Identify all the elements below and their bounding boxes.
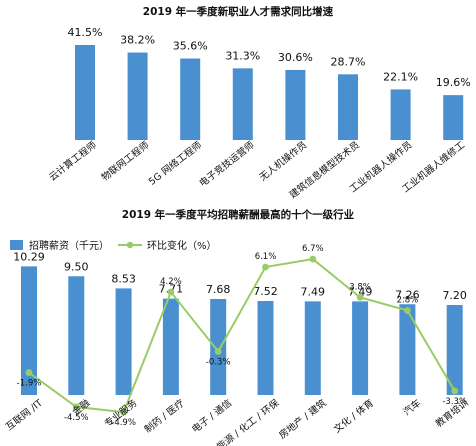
chart2-category-label: 电子 / 通信: [189, 397, 234, 436]
chart2-bar: [21, 266, 37, 395]
chart1-bar-value-label: 22.1%: [383, 70, 418, 83]
chart2-line-value-label: 6.7%: [302, 244, 324, 254]
chart2-line-point: [25, 369, 33, 376]
legend: 招聘薪资（千元） 环比变化（%）: [10, 239, 217, 252]
chart1-bar: [390, 89, 411, 140]
chart2-line-value-label: -3.3%: [442, 397, 467, 407]
chart2-bar-value-label: 7.68: [206, 283, 231, 296]
chart2-line-point: [356, 293, 364, 301]
chart2-bar-value-label: 7.20: [442, 289, 467, 302]
chart2-bar: [162, 298, 179, 395]
chart2-bar: [210, 299, 227, 395]
chart2-line-point: [404, 307, 411, 314]
chart2-category-label: 制药 / 医疗: [142, 397, 187, 436]
chart2-bar-value-label: 9.50: [64, 260, 89, 273]
chart1-bar-value-label: 31.3%: [225, 49, 260, 62]
chart2-bar-value-label: 10.29: [13, 250, 45, 263]
chart2-line-value-label: -4.9%: [111, 418, 136, 428]
chart2-title: 2019 年一季度平均招聘薪酬最高的十个一级行业: [122, 208, 355, 221]
chart2-line-value-label: 2.8%: [397, 296, 419, 306]
chart1-bar-value-label: 19.6%: [436, 76, 471, 89]
chart1-bar-value-label: 35.6%: [173, 40, 208, 53]
chart2-line-value-label: -0.3%: [206, 357, 231, 367]
chart2-bar-value-label: 8.53: [111, 272, 136, 285]
chart1-category-label: 物联网工程师: [99, 139, 151, 184]
chart2-line-value-label: 6.1%: [255, 252, 277, 262]
chart2-line-point: [451, 387, 459, 395]
chart2-bar: [304, 301, 321, 395]
chart2-line-value-label: 4.2%: [160, 277, 182, 287]
legend-label-line: 环比变化（%）: [147, 239, 217, 252]
chart2-line-point: [72, 403, 80, 411]
chart2-line-point: [262, 263, 269, 271]
chart2-bar-value-label: 7.26: [395, 288, 420, 301]
chart2-line-point: [120, 408, 127, 416]
chart2-bar: [399, 304, 416, 395]
legend-swatch-marker: [126, 241, 134, 249]
chart1-category-label: 无人机操作员: [257, 139, 309, 184]
chart2-line-series: [28, 257, 456, 414]
chart1-category-label: 电子竞技运营师: [197, 139, 257, 189]
chart2-category-label: 汽车: [401, 397, 423, 418]
chart2-category-label: 房地产 / 建筑: [277, 397, 329, 442]
chart2-bar: [257, 301, 274, 395]
chart2-bar: [352, 301, 369, 395]
chart2-line-value-label: -1.9%: [17, 379, 42, 389]
chart1-bar-value-label: 28.7%: [331, 55, 366, 68]
chart2-category-label: 文化 / 体育: [331, 397, 376, 436]
chart2-bar: [115, 288, 132, 395]
legend-swatch-bar: [10, 240, 23, 250]
chart2-category-label: 互联网 /IT: [4, 398, 45, 433]
chart1-category-label: 云计算工程师: [47, 139, 99, 184]
chart2-bar-value-label: 7.49: [301, 285, 326, 298]
chart1-bar: [232, 68, 253, 140]
chart2-line-point: [214, 348, 222, 355]
chart1-bar: [75, 45, 95, 140]
chart1-bar: [443, 95, 464, 140]
chart2-line-value-label: 3.8%: [349, 282, 371, 292]
chart1-bar: [180, 58, 201, 140]
chart2-bar-value-label: 7.49: [348, 285, 373, 298]
chart2-line-value-label: -4.5%: [64, 413, 89, 423]
chart1-bar: [338, 74, 358, 140]
chart1-bar-value-label: 41.5%: [68, 26, 103, 39]
chart1-bar-value-label: 30.6%: [278, 51, 313, 64]
chart2-line-point: [309, 255, 317, 263]
legend-label-bar: 招聘薪资（千元）: [29, 239, 109, 252]
chart1-bar: [285, 69, 306, 140]
chart1-category-label: 5G 网络工程师: [146, 139, 204, 188]
chart2-bar: [68, 276, 85, 395]
chart1-bar-value-label: 38.2%: [120, 34, 155, 47]
chart1-bar: [127, 52, 148, 141]
chart1-title: 2019 年一季度新职业人才需求同比增速: [143, 5, 334, 18]
chart2-line-point: [167, 288, 175, 296]
chart2-bar-value-label: 7.52: [253, 285, 278, 298]
chart2-bar: [446, 305, 463, 395]
